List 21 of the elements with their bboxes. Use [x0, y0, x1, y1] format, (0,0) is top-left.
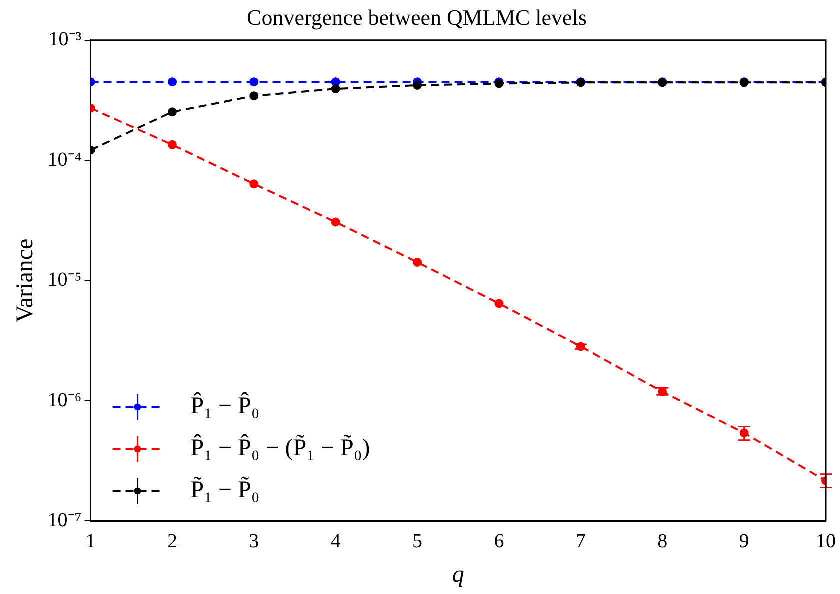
x-tick-label: 1	[86, 530, 96, 552]
x-tick-label: 4	[330, 530, 341, 552]
y-tick-label: 10⁻⁴	[48, 148, 82, 171]
x-tick-label: 10	[816, 530, 836, 552]
legend-label: P̂₁ − P̂₀	[190, 392, 260, 420]
x-tick-label: 2	[167, 530, 178, 552]
x-tick-label: 6	[494, 530, 504, 552]
y-tick-label: 10⁻⁶	[48, 389, 82, 412]
x-tick-label: 8	[658, 530, 668, 552]
legend-label: P̂₁ − P̂₀ − (P̃₁ − P̃₀)	[190, 434, 370, 462]
x-tick-label: 3	[249, 530, 260, 552]
y-tick-label: 10⁻⁷	[48, 509, 82, 532]
y-tick-label: 10⁻³	[48, 28, 82, 51]
x-tick-label: 7	[576, 530, 586, 552]
chart-title: Convergence between QMLMC levels	[247, 4, 587, 30]
legend-label: P̃₁ − P̃₀	[190, 476, 260, 504]
x-tick-label: 9	[739, 530, 750, 552]
x-tick-label: 5	[412, 530, 423, 552]
y-axis-title: Variance	[12, 238, 39, 323]
y-tick-label: 10⁻⁵	[48, 269, 82, 292]
x-axis-title: q	[452, 562, 464, 588]
